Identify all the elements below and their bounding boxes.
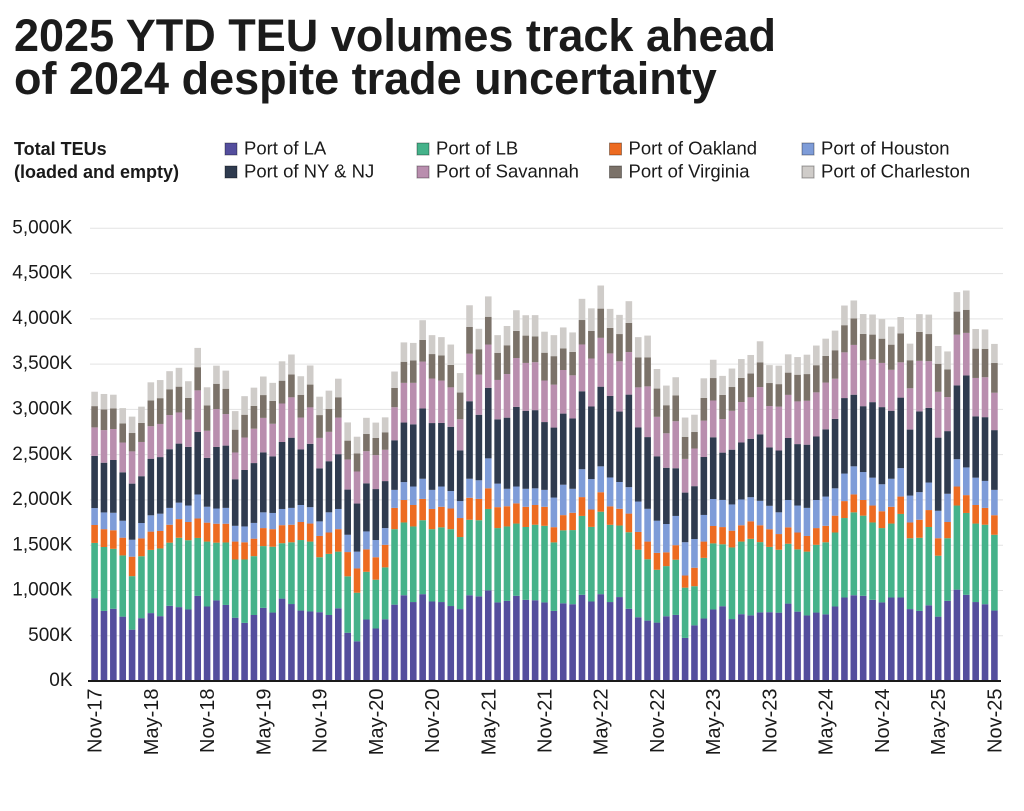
svg-text:Port of Virginia: Port of Virginia [629, 161, 751, 182]
svg-text:0K: 0K [49, 670, 73, 691]
svg-text:Port of LB: Port of LB [436, 138, 518, 159]
svg-text:May-23: May-23 [703, 689, 725, 756]
svg-text:2,500K: 2,500K [12, 444, 73, 465]
svg-text:Port of Savannah: Port of Savannah [436, 161, 579, 182]
svg-text:Nov-19: Nov-19 [310, 689, 332, 753]
svg-text:May-21: May-21 [478, 689, 500, 756]
svg-text:Port of LA: Port of LA [244, 138, 327, 159]
svg-text:5,000K: 5,000K [12, 217, 73, 238]
svg-text:Nov-25: Nov-25 [984, 689, 1006, 753]
svg-text:4,000K: 4,000K [12, 308, 73, 329]
svg-text:1,500K: 1,500K [12, 534, 73, 555]
svg-text:Nov-23: Nov-23 [759, 689, 781, 753]
svg-text:Nov-20: Nov-20 [422, 689, 444, 753]
svg-text:1,000K: 1,000K [12, 580, 73, 601]
svg-text:May-24: May-24 [816, 689, 838, 756]
svg-text:May-19: May-19 [253, 689, 275, 756]
svg-text:May-20: May-20 [366, 689, 388, 756]
svg-text:Port of Houston: Port of Houston [821, 138, 950, 159]
svg-text:May-25: May-25 [928, 689, 950, 756]
svg-text:Total TEUs: Total TEUs [14, 139, 107, 159]
svg-text:of 2024 despite trade uncertai: of 2024 despite trade uncertainty [14, 53, 717, 104]
svg-text:2,000K: 2,000K [12, 489, 73, 510]
svg-text:4,500K: 4,500K [12, 263, 73, 284]
svg-text:May-18: May-18 [141, 689, 163, 756]
svg-text:Port of Charleston: Port of Charleston [821, 161, 970, 182]
svg-text:May-22: May-22 [591, 689, 613, 756]
svg-text:Nov-22: Nov-22 [647, 689, 669, 753]
svg-text:Nov-17: Nov-17 [85, 689, 107, 753]
svg-text:Nov-24: Nov-24 [872, 689, 894, 753]
svg-text:Nov-21: Nov-21 [535, 689, 557, 753]
svg-text:Port of Oakland: Port of Oakland [629, 138, 758, 159]
svg-text:Port of NY & NJ: Port of NY & NJ [244, 161, 374, 182]
svg-text:(loaded and empty): (loaded and empty) [14, 162, 179, 182]
svg-text:2025 YTD TEU volumes track ahe: 2025 YTD TEU volumes track ahead [14, 10, 776, 61]
svg-text:3,000K: 3,000K [12, 398, 73, 419]
svg-text:500K: 500K [28, 625, 73, 646]
svg-text:3,500K: 3,500K [12, 353, 73, 374]
svg-text:Nov-18: Nov-18 [197, 689, 219, 753]
